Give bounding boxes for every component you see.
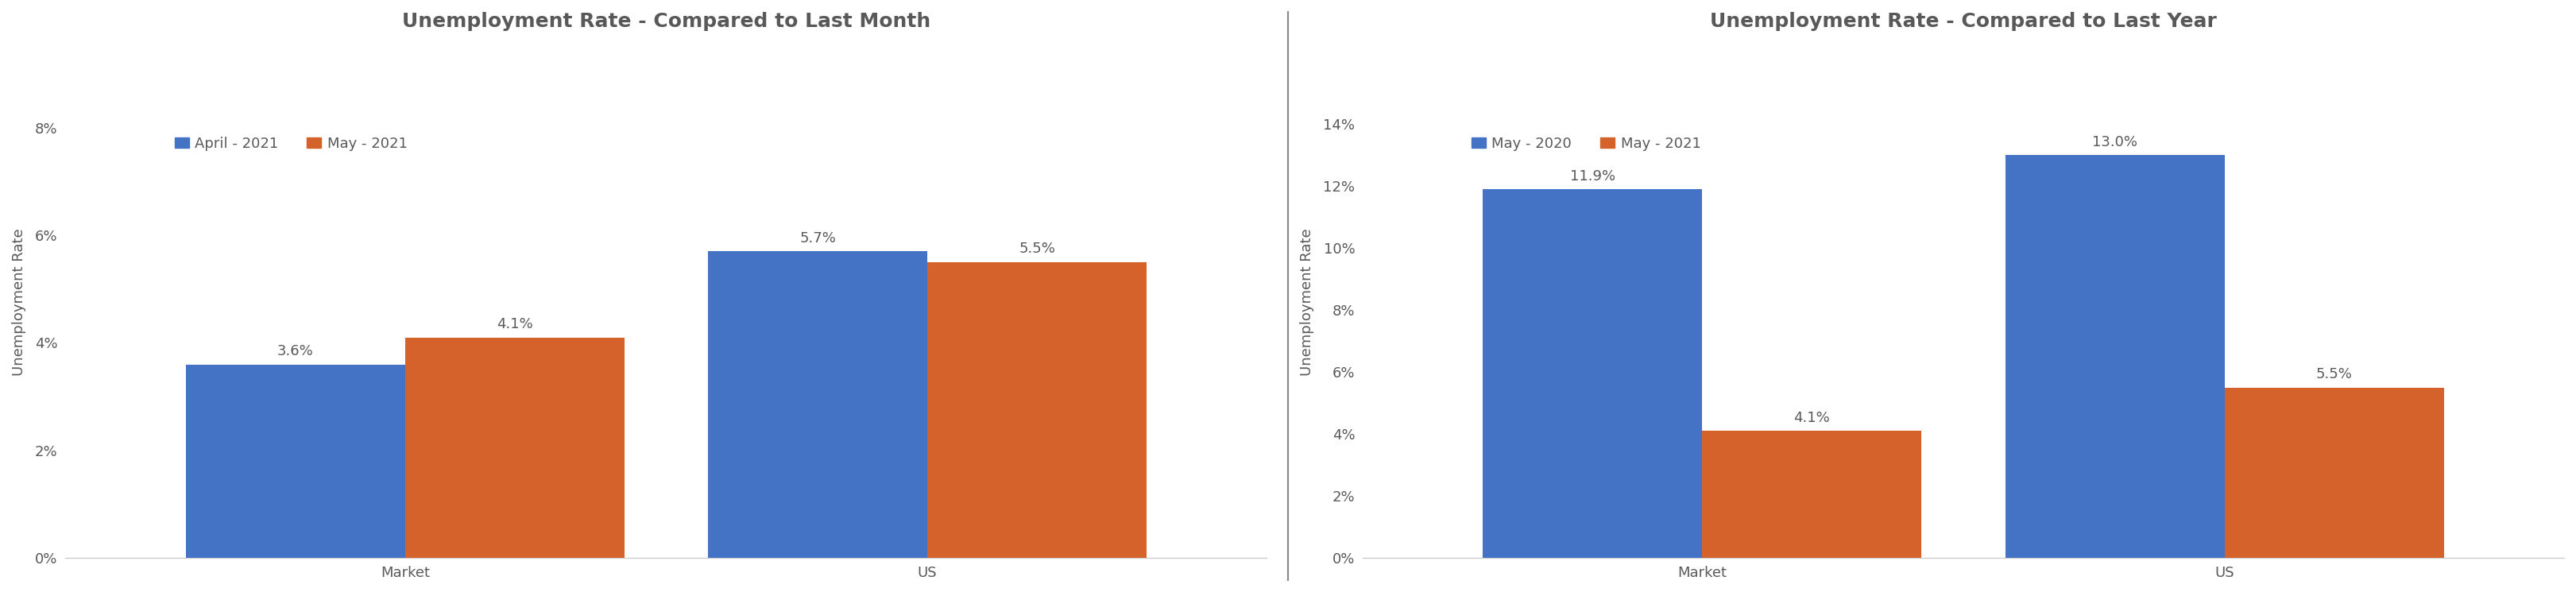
Text: 4.1%: 4.1% [1793,411,1829,425]
Title: Unemployment Rate - Compared to Last Month: Unemployment Rate - Compared to Last Mon… [402,12,930,31]
Bar [1703,431,1922,558]
Text: 3.6%: 3.6% [278,344,314,358]
Bar [1484,189,1703,558]
Text: 13.0%: 13.0% [2092,135,2138,149]
Y-axis label: Unemployment Rate: Unemployment Rate [1301,229,1314,377]
Bar [185,364,404,558]
Text: 11.9%: 11.9% [1569,169,1615,184]
Y-axis label: Unemployment Rate: Unemployment Rate [13,229,26,377]
Text: 5.7%: 5.7% [799,231,837,245]
Legend: May - 2020, May - 2021: May - 2020, May - 2021 [1466,131,1705,156]
Text: 5.5%: 5.5% [1020,242,1056,256]
Legend: April - 2021, May - 2021: April - 2021, May - 2021 [170,131,412,156]
Text: 5.5%: 5.5% [2316,367,2352,381]
Bar [404,337,623,558]
Bar [927,262,1146,558]
Bar [2226,388,2445,558]
Bar [708,252,927,558]
Title: Unemployment Rate - Compared to Last Year: Unemployment Rate - Compared to Last Yea… [1710,12,2218,31]
Bar [2004,155,2226,558]
Text: 4.1%: 4.1% [497,317,533,332]
